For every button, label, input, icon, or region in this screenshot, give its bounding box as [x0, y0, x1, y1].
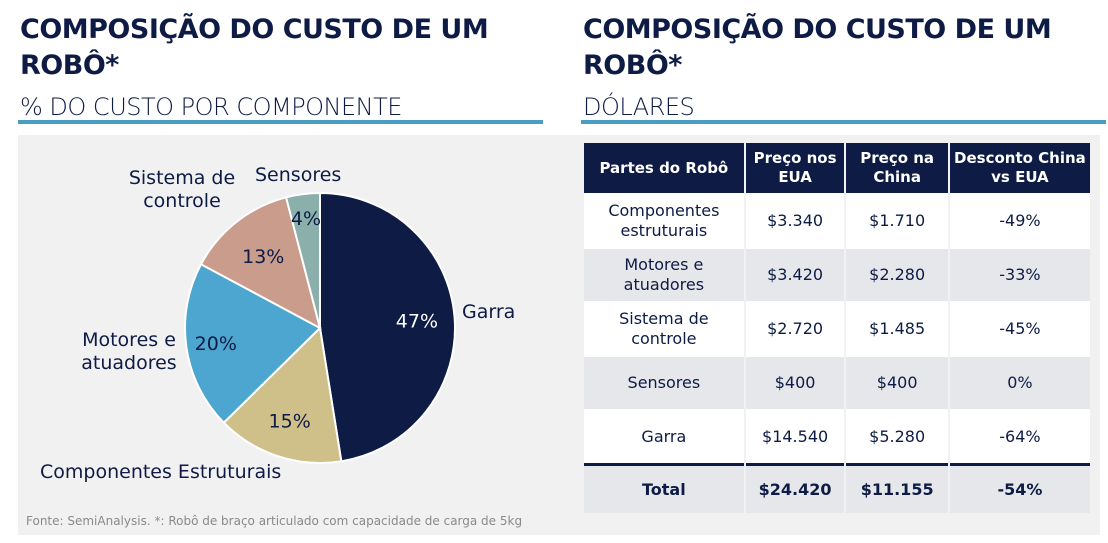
header-us-price: Preço nos EUA: [745, 143, 845, 193]
cell: -54%: [949, 463, 1090, 513]
table-row: Motores e atuadores $3.420 $2.280 -33%: [584, 247, 1090, 301]
cell: $3.420: [745, 247, 845, 301]
cell: $5.280: [846, 409, 948, 463]
pie-slice: [199, 196, 322, 330]
cell: $2.720: [745, 301, 845, 355]
right-title: COMPOSIÇÃO DO CUSTO DE UM ROBÔ*: [583, 14, 1052, 81]
cell: $24.420: [745, 463, 845, 513]
cell: Motores e atuadores: [584, 247, 744, 301]
cell: Total: [584, 463, 744, 513]
header-discount: Desconto China vs EUA: [949, 143, 1090, 193]
cell: -33%: [949, 247, 1090, 301]
cell: $400: [745, 355, 845, 409]
pie-slice: [184, 262, 322, 425]
left-subtitle: % DO CUSTO POR COMPONENTE: [20, 93, 402, 121]
cell: $11.155: [846, 463, 948, 513]
cell: -49%: [949, 193, 1090, 247]
legend-sensores: Sensores: [255, 164, 342, 186]
cell: $1.485: [846, 301, 948, 355]
cell: $3.340: [745, 193, 845, 247]
table-row: Sistema de controle $2.720 $1.485 -45%: [584, 301, 1090, 355]
pie-chart: 47% 15% 20% 13% 4%: [184, 191, 456, 464]
left-title: COMPOSIÇÃO DO CUSTO DE UM ROBÔ*: [20, 14, 489, 81]
pie-value-label: 13%: [242, 246, 284, 268]
cell: $2.280: [846, 247, 948, 301]
total-row: Total $24.420 $11.155 -54%: [584, 463, 1090, 513]
header-china-price: Preço na China: [846, 143, 948, 193]
legend-garra: Garra: [462, 301, 516, 323]
right-subtitle: DÓLARES: [583, 93, 695, 121]
cell: -64%: [949, 409, 1090, 463]
cell: $14.540: [745, 409, 845, 463]
cell: Componentes estruturais: [584, 193, 744, 247]
legend-motores: Motores e atuadores: [81, 329, 177, 374]
pie-value-label: 4%: [291, 208, 321, 230]
cell: $400: [846, 355, 948, 409]
pie-value-label: 15%: [269, 410, 311, 432]
pie-value-label: 20%: [195, 333, 237, 355]
cell: -45%: [949, 301, 1090, 355]
cell: $1.710: [846, 193, 948, 247]
right-divider: [581, 120, 1106, 124]
legend-componentes: Componentes Estruturais: [40, 461, 282, 483]
left-divider: [18, 120, 543, 124]
cell: 0%: [949, 355, 1090, 409]
legend-sistema: Sistema de controle: [128, 167, 236, 212]
footnote: Fonte: SemiAnalysis. *: Robô de braço ar…: [26, 514, 523, 528]
pie-slice: [319, 191, 456, 463]
pie-value-label: 47%: [396, 310, 438, 332]
pie-slice: [284, 191, 321, 329]
pie-slice: [222, 325, 343, 464]
table-row: Componentes estruturais $3.340 $1.710 -49%: [584, 193, 1090, 247]
cell: Sensores: [584, 355, 744, 409]
cell: Garra: [584, 409, 744, 463]
table-row: Sensores $400 $400 0%: [584, 355, 1090, 409]
cell: Sistema de controle: [584, 301, 744, 355]
table-row: Garra $14.540 $5.280 -64%: [584, 409, 1090, 463]
header-parts: Partes do Robô: [584, 143, 744, 193]
cost-table: Partes do Robô Preço nos EUA Preço na Ch…: [582, 143, 1092, 513]
